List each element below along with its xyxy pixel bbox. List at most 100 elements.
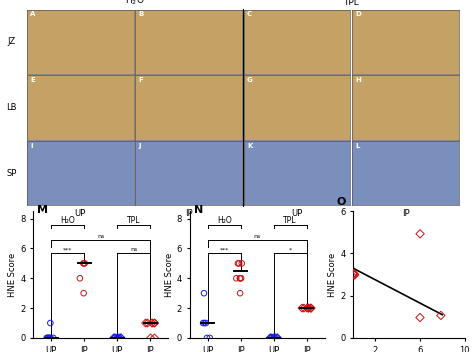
Text: B: B [138, 11, 144, 18]
Point [117, 335, 125, 341]
Point [416, 231, 424, 237]
Point [111, 335, 119, 341]
Point [268, 335, 275, 341]
Text: ns: ns [254, 234, 261, 239]
Point [307, 305, 315, 311]
Text: C: C [247, 11, 252, 18]
Text: TPL: TPL [127, 216, 140, 225]
Point [348, 272, 356, 278]
Point [46, 320, 54, 326]
Point [110, 335, 118, 341]
Text: TPL: TPL [344, 0, 359, 7]
Point [142, 320, 149, 326]
Point [307, 305, 315, 311]
Point [235, 260, 243, 266]
Point [147, 335, 155, 341]
Point [200, 320, 207, 326]
Point [76, 276, 84, 281]
Point [45, 335, 52, 341]
Point [270, 335, 277, 341]
Point [80, 260, 87, 266]
Text: IP: IP [402, 209, 410, 219]
Text: H₂O: H₂O [60, 216, 75, 225]
Point [234, 260, 242, 266]
Point [113, 335, 121, 341]
Point [305, 305, 312, 311]
Point [201, 320, 208, 326]
Y-axis label: HNE Score: HNE Score [9, 252, 18, 297]
Point [236, 290, 244, 296]
Point [416, 315, 424, 320]
Text: L: L [356, 143, 360, 149]
Point [115, 335, 123, 341]
Text: H: H [356, 77, 361, 83]
Point [206, 335, 214, 341]
Text: LB: LB [7, 103, 17, 112]
Point [44, 335, 51, 341]
Text: SP: SP [7, 169, 17, 177]
Point [267, 335, 275, 341]
Point [272, 335, 279, 341]
Text: JZ: JZ [8, 37, 16, 46]
Point [236, 276, 244, 281]
Point [351, 272, 358, 278]
Point [233, 276, 240, 281]
Point [114, 335, 121, 341]
Text: ***: *** [219, 247, 229, 252]
Point [307, 305, 315, 311]
Y-axis label: HNE Score: HNE Score [165, 252, 174, 297]
Text: A: A [30, 11, 36, 18]
Point [50, 335, 57, 341]
Text: H$_2$O: H$_2$O [125, 0, 144, 7]
Point [266, 335, 274, 341]
Point [81, 260, 89, 266]
Point [200, 290, 208, 296]
Point [303, 305, 311, 311]
Point [305, 305, 312, 311]
Text: *: * [289, 247, 292, 252]
Point [273, 335, 281, 341]
Point [117, 335, 125, 341]
Point [46, 335, 53, 341]
Text: ns: ns [130, 247, 137, 252]
Point [80, 260, 87, 266]
Text: UP: UP [75, 209, 86, 219]
Point [111, 335, 118, 341]
Point [151, 320, 158, 326]
Text: ***: *** [63, 247, 73, 252]
Text: UP: UP [292, 209, 303, 219]
Point [80, 290, 87, 296]
Point [203, 335, 211, 341]
Point [350, 272, 358, 277]
Point [151, 335, 158, 341]
Text: ns: ns [97, 234, 104, 239]
Point [43, 335, 51, 341]
Point [148, 320, 156, 326]
Text: E: E [30, 77, 35, 83]
Point [270, 335, 278, 341]
Text: H₂O: H₂O [217, 216, 232, 225]
Text: F: F [138, 77, 144, 83]
Point [300, 305, 308, 311]
Text: D: D [356, 11, 361, 18]
Text: G: G [247, 77, 253, 83]
Text: N: N [194, 206, 203, 215]
Point [202, 320, 210, 326]
Point [238, 260, 246, 266]
Point [273, 335, 281, 341]
Point [144, 320, 151, 326]
Point [237, 276, 245, 281]
Point [44, 335, 52, 341]
Point [46, 335, 54, 341]
Text: O: O [337, 197, 346, 207]
Text: TPL: TPL [283, 216, 297, 225]
Point [350, 271, 358, 276]
Y-axis label: HNE Score: HNE Score [328, 252, 337, 297]
Point [47, 335, 55, 341]
Text: IP: IP [185, 209, 192, 219]
Text: K: K [247, 143, 253, 149]
Point [298, 305, 306, 311]
Text: M: M [37, 206, 48, 215]
Point [148, 320, 156, 326]
Text: I: I [30, 143, 33, 149]
